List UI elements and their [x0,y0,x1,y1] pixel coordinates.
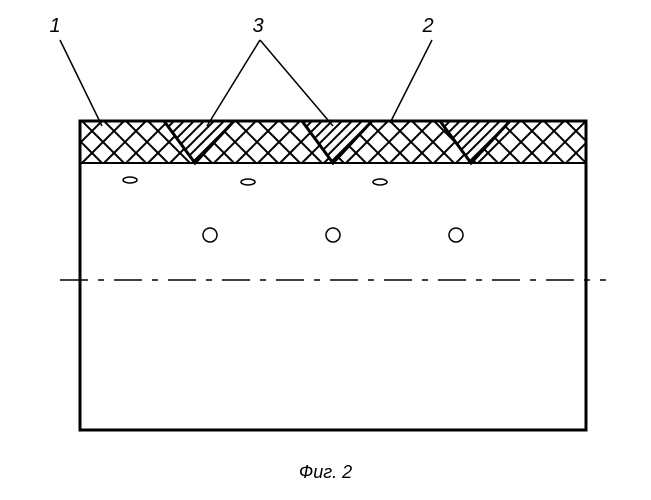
svg-text:2: 2 [421,15,433,37]
svg-text:3: 3 [252,15,263,37]
figure-caption: Фиг. 2 [0,462,651,483]
svg-text:1: 1 [49,15,60,37]
figure-container: 1 3 2 Фиг. 2 [0,0,651,500]
figure-svg: 1 3 2 [0,0,651,500]
